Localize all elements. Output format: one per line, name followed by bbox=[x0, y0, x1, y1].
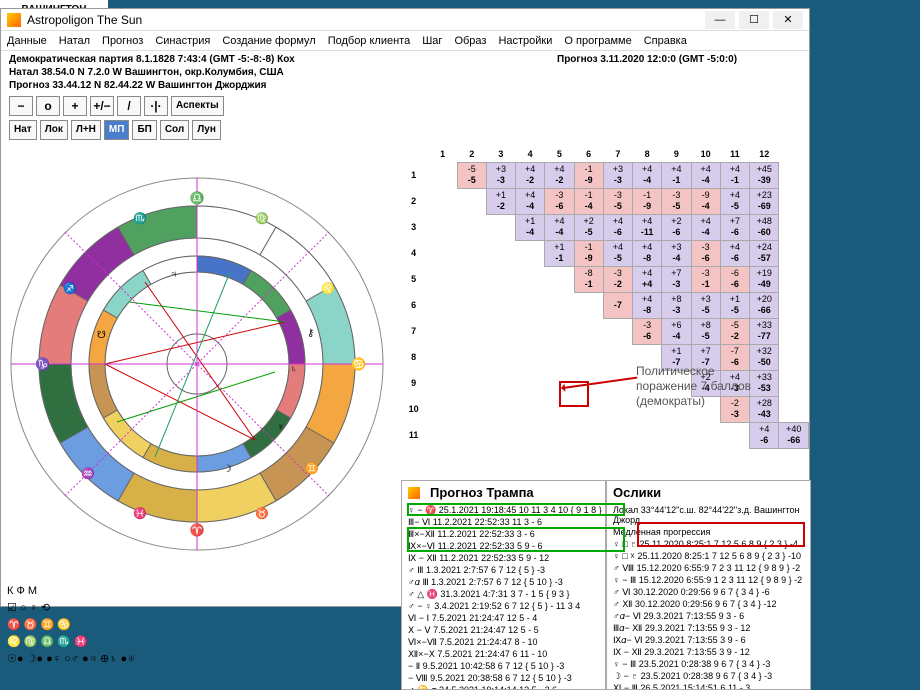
svg-text:♏: ♏ bbox=[133, 212, 147, 225]
list-row[interactable]: Ⅸ − Ⅻ 11.2.2021 22:52:33 5 9 - 12 bbox=[406, 552, 601, 564]
menu-item[interactable]: Синастрия bbox=[155, 35, 210, 47]
app-icon bbox=[7, 13, 21, 27]
mode-btn[interactable]: Лок bbox=[40, 120, 68, 140]
svg-text:♉: ♉ bbox=[255, 507, 269, 520]
svg-text:♌: ♌ bbox=[321, 282, 335, 295]
info-line2: Натал 38.54.0 N 7.2.0 W Вашингтон, окр.К… bbox=[9, 66, 541, 79]
maximize-button[interactable]: ☐ bbox=[739, 11, 769, 29]
chart-wheel: ♎ ♈ ♑ ♋ ♏ ♍ ♐ ♌ ♊ ♒ ♓ ♉ ☋ ♃ ♄ ♆ ☽ ⚷ bbox=[5, 172, 389, 556]
list-left: Прогноз Трампа ♀ − ♈ 25.1.2021 19:18:45 … bbox=[401, 480, 606, 690]
svg-text:☽: ☽ bbox=[223, 464, 232, 475]
list-row[interactable]: ♂𝛼 Ⅲ 1.3.2021 2:7:57 6 7 12 { 5 10 } -3 bbox=[406, 576, 601, 588]
svg-text:♎: ♎ bbox=[190, 191, 205, 205]
list-right-sub2: Медленная прогрессия bbox=[607, 526, 810, 538]
toolbar-1: −o++/−/·|·Аспекты bbox=[1, 94, 809, 118]
list-row[interactable]: ☽ − ♇ 23.5.2021 0:28:38 9 6 7 { 3 4 } -3 bbox=[611, 670, 806, 682]
close-button[interactable]: ✕ bbox=[773, 11, 803, 29]
list-right-body[interactable]: ♀ □ ♇ 25.11.2020 8:25:1 7 12 5 6 8 9 { 2… bbox=[607, 538, 810, 689]
svg-text:♃: ♃ bbox=[170, 269, 178, 280]
toolbar-btn[interactable]: + bbox=[63, 96, 87, 116]
menu-item[interactable]: Создание формул bbox=[222, 35, 315, 47]
list-right-sub1: Локал 33°44'12"с.ш. 82°44'22"з.д. Вашинг… bbox=[607, 504, 810, 526]
list-panel: Прогноз Трампа ♀ − ♈ 25.1.2021 19:18:45 … bbox=[401, 480, 811, 690]
list-left-body[interactable]: ♀ − ♈ 25.1.2021 19:18:45 10 11 3 4 10 { … bbox=[402, 504, 605, 689]
svg-text:♑: ♑ bbox=[35, 357, 50, 371]
list-row[interactable]: Ⅸ − Ⅻ 29.3.2021 7:13:55 3 9 - 12 bbox=[611, 646, 806, 658]
list-row[interactable]: Ⅵ − Ⅰ 7.5.2021 21:24:47 12 5 - 4 bbox=[406, 612, 601, 624]
menu-item[interactable]: Справка bbox=[644, 35, 687, 47]
list-row[interactable]: ♂𝛼− Ⅵ 29.3.2021 7:13:55 9 3 - 6 bbox=[611, 610, 806, 622]
svg-text:♊: ♊ bbox=[305, 462, 319, 475]
list-row[interactable]: ♀ − Ⅲ 15.12.2020 6:55:9 1 2 3 11 12 { 9 … bbox=[611, 574, 806, 586]
list-row[interactable]: ♂ Ⅻ 30.12.2020 0:29:56 9 6 7 { 3 4 } -12 bbox=[611, 598, 806, 610]
svg-text:♋: ♋ bbox=[351, 357, 366, 371]
toolbar-btn[interactable]: +/− bbox=[90, 96, 114, 116]
annotation-label: Политическое поражение 7 баллов (демокра… bbox=[636, 364, 751, 409]
list-row[interactable]: ♂ △ ♓ 31.3.2021 4:7:31 3 7 - 1 5 { 9 3 } bbox=[406, 588, 601, 600]
toolbar-btn[interactable]: ·|· bbox=[144, 96, 168, 116]
mode-btn[interactable]: Сол bbox=[160, 120, 189, 140]
toolbar-btn[interactable]: − bbox=[9, 96, 33, 116]
list-row[interactable]: ♂ − ♀ 3.4.2021 2:19:52 6 7 12 { 5 } - 11… bbox=[406, 600, 601, 612]
menubar: Данные Натал Прогноз Синастрия Создание форм… bbox=[1, 31, 809, 51]
list-row[interactable]: − Ⅱ 9.5.2021 10:42:58 6 7 12 { 5 10 } -3 bbox=[406, 660, 601, 672]
info-line3: Прогноз 33.44.12 N 82.44.22 W Вашингтон … bbox=[9, 79, 541, 92]
mode-btn[interactable]: БП bbox=[132, 120, 156, 140]
list-row[interactable]: ♂ Ⅵ 30.12.2020 0:29:56 9 6 7 { 3 4 } -6 bbox=[611, 586, 806, 598]
main-window: Astropoligon The Sun — ☐ ✕ Данные Натал Пр… bbox=[0, 8, 810, 607]
svg-text:♒: ♒ bbox=[81, 467, 95, 480]
svg-text:♈: ♈ bbox=[190, 523, 205, 537]
list-row[interactable]: ♀ □ ♇ 25.11.2020 8:25:1 7 12 5 6 8 9 { 2… bbox=[611, 538, 806, 550]
menu-item[interactable]: Натал bbox=[59, 35, 90, 47]
svg-text:♓: ♓ bbox=[133, 507, 147, 520]
info-right1: Прогноз 3.11.2020 12:0:0 (GMT -5:0:0) bbox=[557, 53, 801, 66]
list-row[interactable]: ♀ □ ☓ 25.11.2020 8:25:1 7 12 5 6 8 9 { 2… bbox=[611, 550, 806, 562]
chart-footer: К Ф М ☑ ○ ♀ ⟲ ♈ ♉ ♊ ♋ ♌ ♍ ♎ ♏ ♓ ☉● ☽● ●♀… bbox=[7, 584, 135, 669]
list-row[interactable]: Ⅻ×−Ⅹ 7.5.2021 21:24:47 6 11 - 10 bbox=[406, 648, 601, 660]
list-row[interactable]: ♂ Ⅷ 15.12.2020 6:55:9 7 2 3 11 12 { 9 8 … bbox=[611, 562, 806, 574]
list-row[interactable]: Ⅹ − Ⅴ 7.5.2021 21:24:47 12 5 - 5 bbox=[406, 624, 601, 636]
aspects-button[interactable]: Аспекты bbox=[171, 96, 224, 116]
list-row[interactable]: ♂ Ⅲ 1.3.2021 2:7:57 6 7 12 { 5 } -3 bbox=[406, 564, 601, 576]
info-line1: Демократическая партия 8.1.1828 7:43:4 (… bbox=[9, 53, 541, 66]
mode-btn[interactable]: Лун bbox=[192, 120, 221, 140]
list-row[interactable]: − Ⅷ 9.5.2021 20:38:58 6 7 12 { 5 10 } -3 bbox=[406, 672, 601, 684]
list-row[interactable]: Ⅲ− Ⅵ 11.2.2021 22:52:33 11 3 - 6 bbox=[406, 516, 601, 528]
svg-text:☋: ☋ bbox=[97, 330, 106, 341]
list-row[interactable]: ♂ ♋ σ 24.5.2021 19:14:14 12 5 - 3 6 bbox=[406, 684, 601, 689]
list-row[interactable]: Ⅲ𝛼− Ⅻ 29.3.2021 7:13:55 9 3 - 12 bbox=[611, 622, 806, 634]
list-row[interactable]: Ⅺ − Ⅲ 26.5.2021 15:14:51 6 11 - 3 bbox=[611, 682, 806, 689]
list-row[interactable]: ♀ − Ⅲ 23.5.2021 0:28:38 9 6 7 { 3 4 } -3 bbox=[611, 658, 806, 670]
toolbar-btn[interactable]: / bbox=[117, 96, 141, 116]
list-row[interactable]: Ⅸ𝛼− Ⅵ 29.3.2021 7:13:55 3 9 - 6 bbox=[611, 634, 806, 646]
list-row[interactable]: Ⅵ×−Ⅶ 7.5.2021 21:24:47 8 - 10 bbox=[406, 636, 601, 648]
toolbar-btn[interactable]: o bbox=[36, 96, 60, 116]
svg-text:♐: ♐ bbox=[63, 282, 77, 295]
menu-item[interactable]: Настройки bbox=[498, 35, 552, 47]
minimize-button[interactable]: — bbox=[705, 11, 735, 29]
toolbar-2: НатЛокЛ+НМПБПСолЛун bbox=[1, 118, 809, 142]
menu-item[interactable]: Данные bbox=[7, 35, 47, 47]
menu-item[interactable]: О программе bbox=[564, 35, 631, 47]
list-right: Ослики Локал 33°44'12"с.ш. 82°44'22"з.д.… bbox=[606, 480, 811, 690]
menu-item[interactable]: Образ bbox=[454, 35, 486, 47]
titlebar-text: Astropoligon The Sun bbox=[27, 13, 705, 27]
list-row[interactable]: ♀ − ♈ 25.1.2021 19:18:45 10 11 3 4 10 { … bbox=[406, 504, 601, 516]
svg-text:♄: ♄ bbox=[290, 364, 298, 375]
menu-item[interactable]: Прогноз bbox=[102, 35, 143, 47]
list-row[interactable]: Ⅸ×−Ⅵ 11.2.2021 22:52:33 5 9 - 6 bbox=[406, 540, 601, 552]
svg-text:⚷: ⚷ bbox=[307, 328, 314, 339]
menu-item[interactable]: Шаг bbox=[422, 35, 442, 47]
mode-btn[interactable]: Л+Н bbox=[71, 120, 101, 140]
list-right-title: Ослики bbox=[613, 485, 661, 500]
svg-text:♆: ♆ bbox=[277, 422, 285, 433]
content-area: ♎ ♈ ♑ ♋ ♏ ♍ ♐ ♌ ♊ ♒ ♓ ♉ ☋ ♃ ♄ ♆ ☽ ⚷ 1234 bbox=[1, 142, 809, 639]
list-row[interactable]: Ⅲ×−Ⅻ 11.2.2021 22:52:33 3 - 6 bbox=[406, 528, 601, 540]
titlebar: Astropoligon The Sun — ☐ ✕ bbox=[1, 9, 809, 31]
svg-text:♍: ♍ bbox=[255, 212, 269, 225]
menu-item[interactable]: Подбор клиента bbox=[328, 35, 411, 47]
mode-btn[interactable]: МП bbox=[104, 120, 130, 140]
mode-btn[interactable]: Нат bbox=[9, 120, 37, 140]
list-left-title: Прогноз Трампа bbox=[430, 485, 534, 500]
